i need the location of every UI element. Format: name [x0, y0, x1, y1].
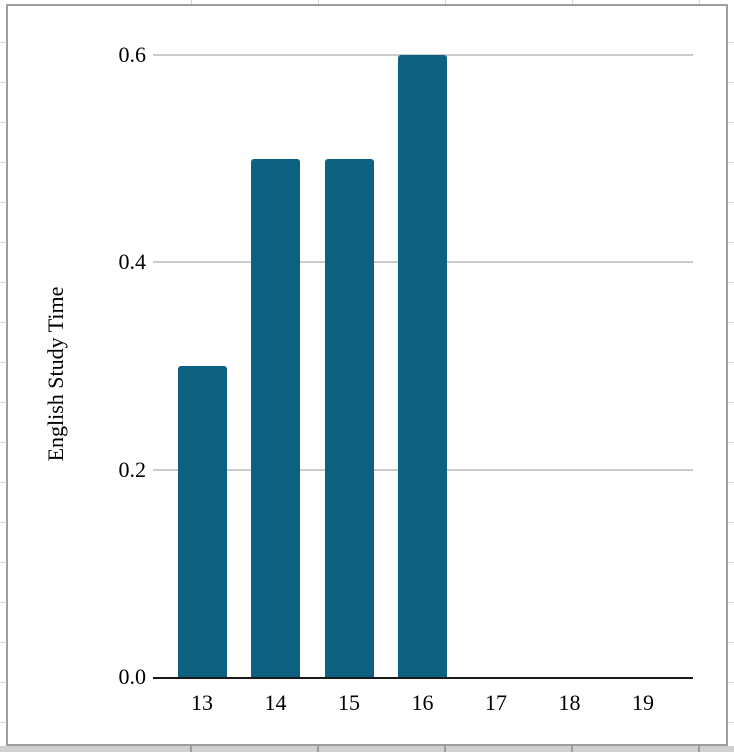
y-axis-title: English Study Time: [43, 286, 68, 462]
bar-13[interactable]: [177, 365, 227, 677]
x-tick-label: 13: [191, 690, 213, 715]
y-tick-label: 0.2: [118, 456, 147, 482]
spreadsheet-bottom-row: [0, 746, 734, 752]
y-tick-label: 0.0: [118, 664, 147, 689]
chart-panel[interactable]: English Study Time 0.0 0.2 0.4 0.6 13 14 15 16 1…: [6, 4, 728, 746]
bar-16[interactable]: [398, 54, 447, 677]
x-axis-line: [153, 677, 693, 679]
x-tick-label: 15: [338, 690, 360, 715]
x-tick-label: 18: [558, 690, 581, 715]
x-tick-label: 17: [485, 690, 507, 715]
y-tick-label: 0.4: [118, 249, 147, 275]
x-tick-label: 14: [264, 690, 287, 715]
y-tick-label: 0.6: [118, 41, 147, 67]
x-tick-label: 16: [411, 690, 434, 715]
x-tick-label: 19: [632, 690, 654, 715]
bar-14[interactable]: [251, 158, 300, 677]
bar-15[interactable]: [324, 158, 374, 677]
